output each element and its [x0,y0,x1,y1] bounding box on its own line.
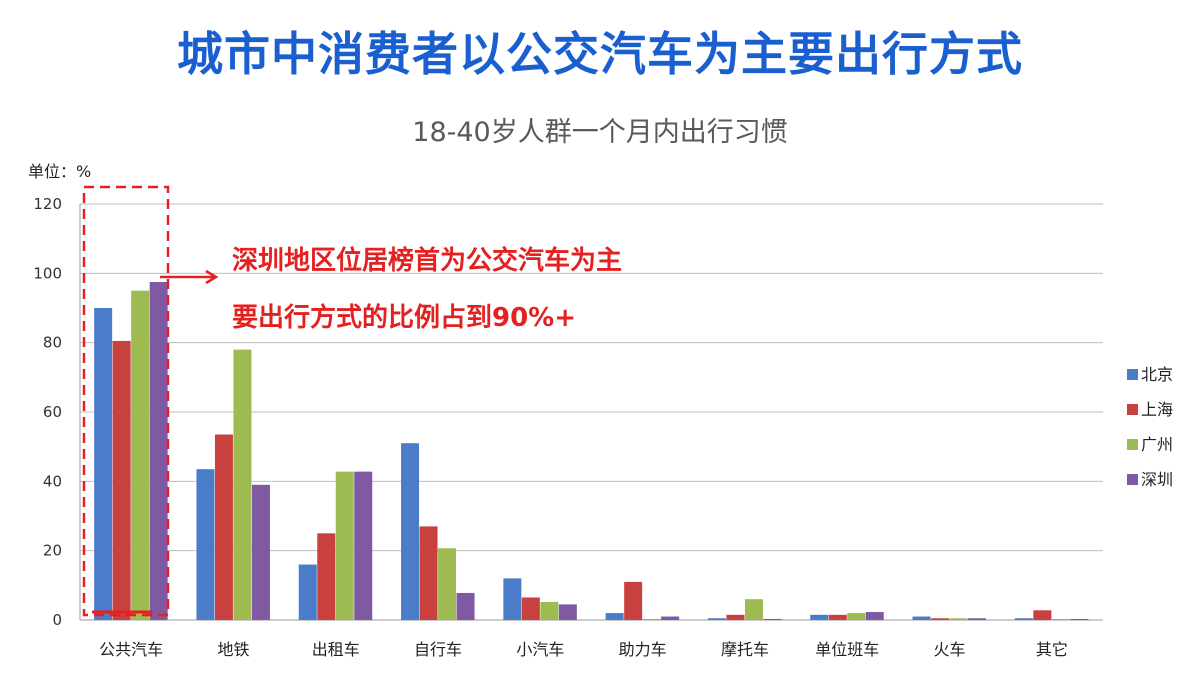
y-tick-label: 80 [43,334,62,352]
x-tick-label: 助力车 [619,640,667,659]
bar-北京-助力车 [605,613,624,620]
bar-深圳-小汽车 [558,604,577,620]
x-tick-labels: 公共汽车 地铁 出租车 自行车 小汽车 助力车 摩托车 单位班车 火车 其它 [99,640,1068,659]
x-tick-label: 其它 [1036,640,1068,659]
bar-上海-公共汽车 [112,340,131,620]
bar-北京-公共汽车 [94,308,113,620]
x-tick-label: 出租车 [312,640,360,659]
bar-广州-公共汽车 [131,290,150,620]
bar-上海-其它 [1033,610,1052,620]
callout-line-1: 深圳地区位居榜首为公交汽车为主 [232,246,623,276]
unit-label: 单位：% [28,162,92,181]
bar-上海-单位班车 [828,614,847,620]
y-tick-label: 100 [33,264,62,282]
bar-上海-摩托车 [726,614,745,620]
legend-label: 深圳 [1141,470,1173,489]
bar-广州-火车 [949,618,968,620]
bar-北京-出租车 [298,564,317,620]
x-tick-label: 单位班车 [815,640,879,659]
bar-上海-小汽车 [521,597,540,620]
bar-北京-小汽车 [503,578,522,620]
y-tick-label: 20 [43,542,62,560]
callout-arrow [160,269,219,285]
bar-北京-摩托车 [707,618,726,620]
bar-北京-地铁 [196,469,215,620]
bar-北京-自行车 [401,443,420,620]
bar-深圳-地铁 [251,484,270,620]
bar-上海-助力车 [624,581,643,620]
bar-广州-助力车 [642,618,661,620]
bars [94,282,1089,620]
bar-北京-单位班车 [810,614,829,620]
bar-广州-摩托车 [744,599,763,620]
y-tick-label: 0 [52,611,62,629]
bar-深圳-其它 [1070,618,1089,620]
bar-广州-其它 [1051,618,1070,620]
legend-swatch [1127,439,1138,450]
legend-swatch [1127,369,1138,380]
callout-line-2: 要出行方式的比例占到90%+ [232,303,577,333]
bar-广州-单位班车 [847,613,866,620]
bar-上海-火车 [931,618,950,620]
legend-label: 上海 [1141,400,1173,419]
x-tick-label: 摩托车 [721,640,769,659]
bar-广州-自行车 [438,548,457,620]
x-tick-label: 小汽车 [516,640,564,659]
bar-深圳-自行车 [456,592,475,620]
headline: 城市中消费者以公交汽车为主要出行方式 [177,27,1023,81]
y-tick-labels: 0 20 40 60 80 100 120 [33,195,62,629]
legend-label: 广州 [1141,435,1173,454]
chart-title: 18-40岁人群一个月内出行习惯 [412,117,788,148]
bar-北京-火车 [912,616,931,620]
bar-深圳-出租车 [354,471,373,620]
x-tick-label: 地铁 [217,640,249,659]
legend-swatch [1127,474,1138,485]
bar-广州-出租车 [335,471,354,620]
bar-深圳-摩托车 [763,618,782,620]
bar-深圳-火车 [968,618,987,620]
y-tick-label: 40 [43,472,62,490]
y-tick-label: 120 [33,195,62,213]
x-tick-label: 自行车 [414,640,462,659]
bar-广州-地铁 [233,349,252,620]
bar-上海-出租车 [317,533,336,620]
bar-北京-其它 [1014,618,1033,620]
bar-上海-地铁 [214,434,233,620]
x-tick-label: 火车 [934,640,966,659]
bar-广州-小汽车 [540,601,559,620]
legend-label: 北京 [1141,365,1173,384]
bar-深圳-单位班车 [865,612,884,620]
highlight-box [82,185,170,617]
bar-深圳-助力车 [661,616,680,620]
x-tick-label: 公共汽车 [99,640,163,659]
legend-swatch [1127,404,1138,415]
bar-深圳-公共汽车 [149,282,168,620]
bar-上海-自行车 [419,526,438,620]
y-tick-label: 60 [43,403,62,421]
